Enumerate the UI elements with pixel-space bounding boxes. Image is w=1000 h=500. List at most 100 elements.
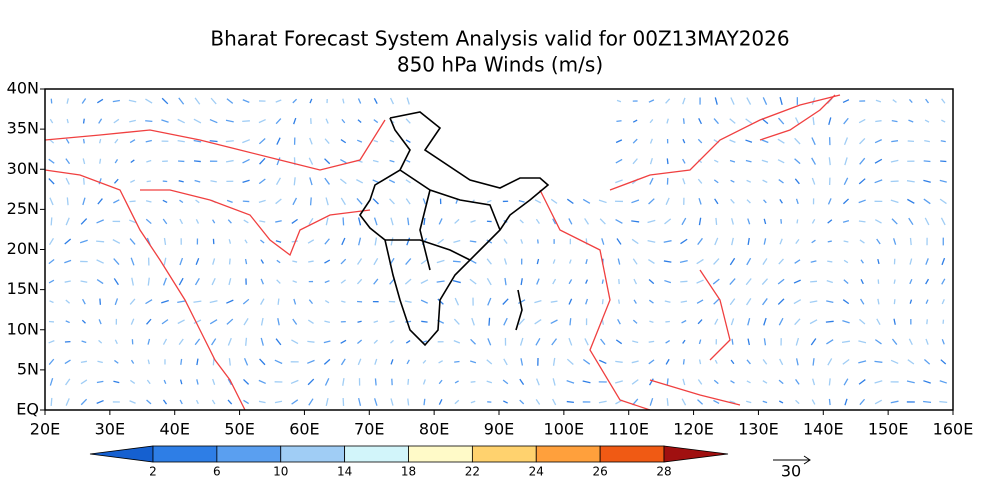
wind-vector — [470, 400, 476, 404]
wind-vector — [697, 319, 703, 325]
wind-vector — [242, 99, 250, 103]
wind-vector — [293, 117, 297, 125]
wind-vector — [258, 379, 266, 385]
wind-vector — [129, 238, 136, 245]
wind-vector — [66, 118, 69, 124]
wind-vector — [65, 299, 71, 304]
wind-vector — [503, 400, 508, 404]
wind-vector — [178, 97, 185, 105]
wind-vector — [452, 280, 461, 284]
wind-vector — [291, 339, 299, 345]
wind-vector — [649, 119, 654, 124]
wind-vector — [50, 217, 53, 226]
wind-vector — [730, 380, 735, 384]
colorbar-label: 10 — [273, 465, 288, 479]
wind-vector — [664, 300, 671, 303]
wind-vector — [714, 97, 718, 105]
wind-vector — [194, 179, 201, 183]
wind-vector — [260, 298, 265, 305]
wind-vector — [811, 137, 816, 146]
wind-vector — [891, 338, 898, 345]
colorbar-label: 24 — [529, 465, 544, 479]
wind-vector — [308, 157, 314, 165]
wind-vector — [177, 319, 185, 325]
wind-vector — [129, 400, 136, 404]
wind-vector — [827, 260, 833, 263]
wind-vector — [98, 339, 103, 344]
wind-vector — [324, 238, 330, 245]
wind-vector — [196, 379, 199, 385]
wind-vector — [731, 237, 734, 246]
wind-vector — [210, 180, 217, 183]
lat-label: 40N — [7, 79, 39, 98]
wind-vector — [275, 198, 282, 205]
wind-vector — [906, 380, 915, 384]
wind-vector — [941, 299, 945, 305]
wind-vector — [762, 298, 768, 306]
wind-vector — [550, 198, 558, 204]
wind-vector — [372, 179, 380, 184]
wind-vector — [648, 340, 655, 343]
wind-vector — [664, 218, 672, 225]
wind-vector — [423, 398, 426, 406]
wind-vector — [666, 378, 669, 386]
wind-vector — [307, 319, 314, 324]
wind-vector — [665, 98, 671, 104]
wind-vector — [909, 237, 912, 246]
wind-vector — [406, 359, 410, 365]
wind-vector — [82, 177, 85, 185]
wind-vector — [762, 359, 768, 365]
wind-vector — [147, 277, 150, 286]
wind-vector — [632, 319, 638, 324]
wind-vector — [357, 119, 362, 123]
wind-vector — [503, 317, 508, 326]
wind-vector — [260, 317, 264, 326]
wind-vector — [649, 398, 654, 406]
wind-vector — [746, 199, 751, 204]
india-boundary — [359, 111, 550, 347]
coastline — [649, 379, 741, 406]
wind-vector — [244, 258, 248, 265]
wind-vector — [858, 379, 866, 385]
reference-arrow-head — [803, 455, 811, 465]
wind-vector — [81, 98, 87, 104]
wind-vector — [341, 237, 346, 246]
wind-vector — [875, 120, 882, 123]
lat-label: 35N — [7, 119, 39, 138]
wind-vector — [66, 98, 69, 104]
wind-vector — [843, 137, 849, 146]
wind-vector — [761, 139, 769, 144]
wind-vector — [242, 179, 250, 183]
wind-vector — [747, 218, 751, 225]
wind-vector — [225, 140, 234, 143]
wind-vector — [940, 217, 946, 226]
wind-vector — [423, 217, 426, 225]
wind-vector — [826, 280, 833, 284]
coastline — [609, 94, 841, 191]
wind-vector — [405, 179, 411, 184]
wind-vector — [113, 178, 119, 184]
wind-vector — [843, 240, 849, 243]
wind-vector — [98, 319, 102, 325]
wind-vector — [730, 97, 735, 105]
wind-vector — [340, 197, 346, 206]
wind-vector — [874, 179, 883, 184]
wind-vector — [858, 220, 866, 223]
wind-vector — [631, 199, 640, 204]
wind-vector — [520, 278, 523, 286]
wind-vector — [260, 239, 265, 244]
wind-vector — [65, 398, 70, 406]
wind-vector — [615, 360, 623, 363]
lon-label: 120E — [673, 420, 714, 439]
wind-vector — [258, 138, 266, 145]
wind-vector — [713, 399, 720, 405]
wind-vector — [842, 99, 850, 103]
lon-label: 80E — [419, 420, 449, 439]
wind-vector — [212, 219, 216, 224]
wind-vector — [48, 279, 55, 284]
wind-vector — [145, 218, 152, 225]
colorbar-end — [89, 445, 154, 463]
wind-vector — [390, 237, 394, 246]
colorbar-label: 2 — [149, 465, 157, 479]
